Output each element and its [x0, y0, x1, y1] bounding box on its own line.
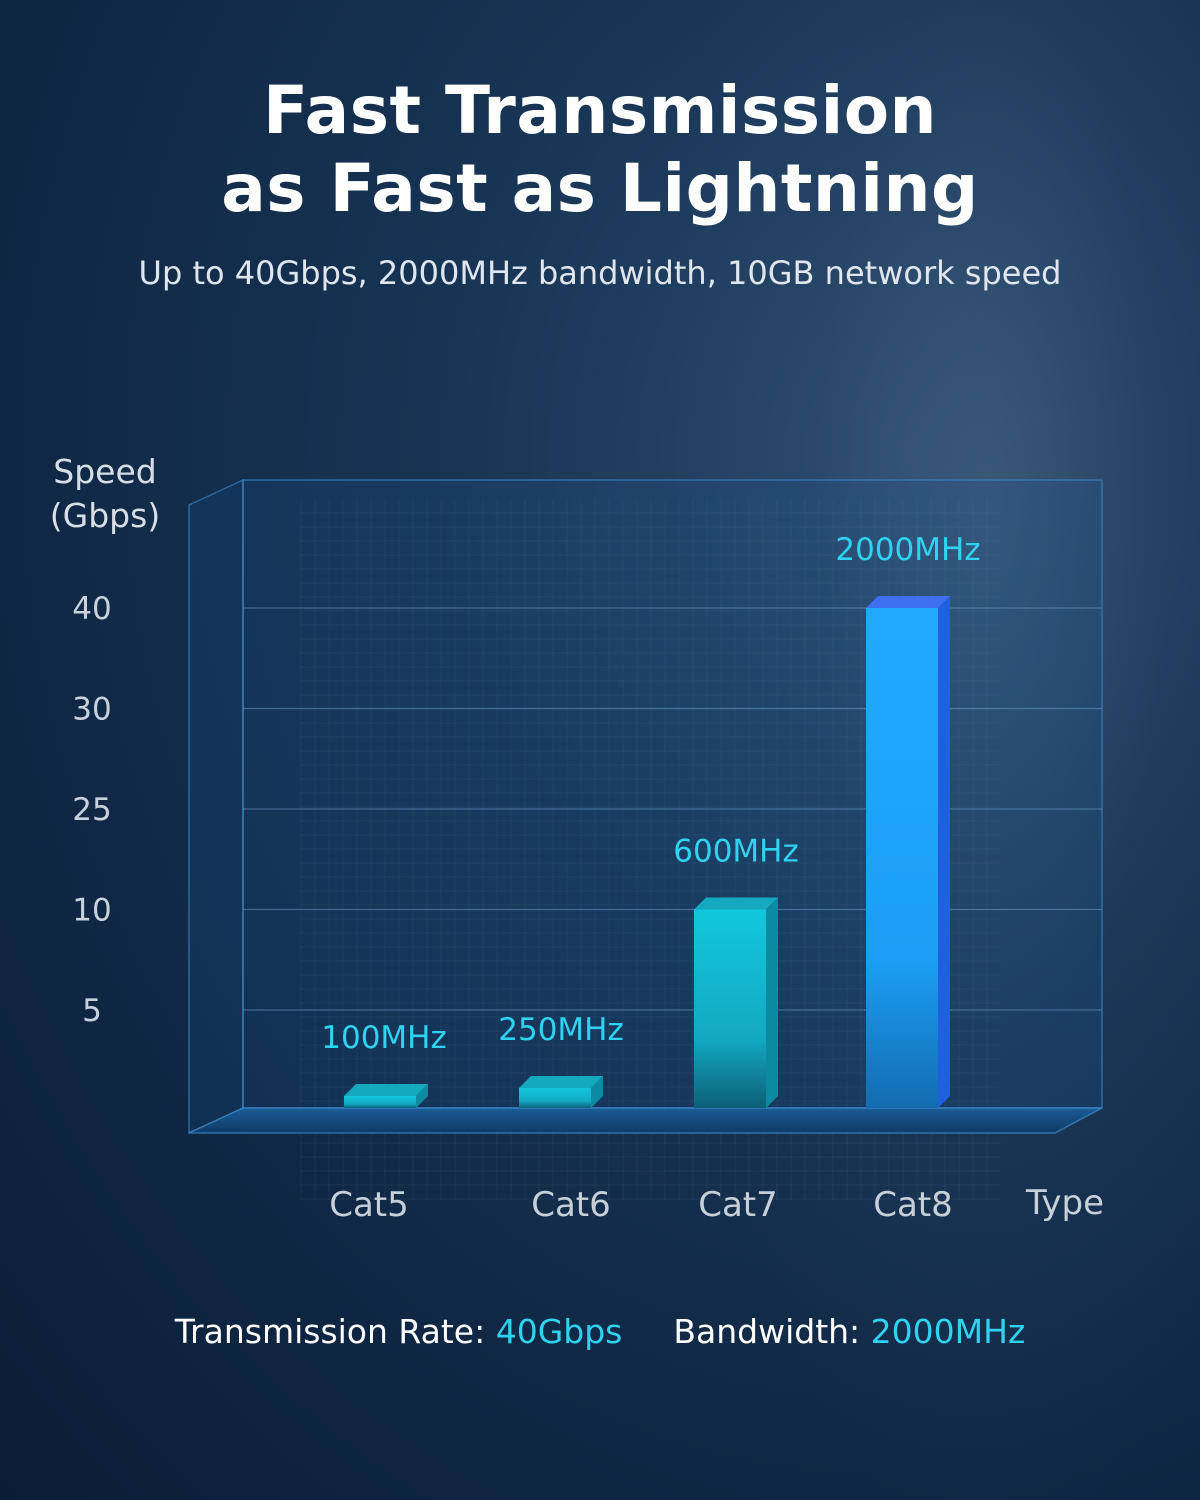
y-tick-label: 5: [82, 993, 102, 1029]
x-axis-label: Type: [1025, 1183, 1104, 1223]
y-axis-label-line-2: (Gbps): [49, 496, 161, 535]
chart-gridlines: [243, 607, 1102, 1011]
spec-summary: Transmission Rate: 40Gbps Bandwidth: 200…: [0, 1312, 1200, 1351]
y-tick-label: 10: [72, 893, 111, 929]
chart-back-wall: [242, 479, 1103, 1109]
bandwidth-label: Bandwidth:: [673, 1312, 861, 1351]
y-axis-label-line-1: Speed: [53, 452, 157, 491]
bar-cat6: [519, 1076, 603, 1108]
headline-line-1: Fast Transmission: [262, 72, 938, 149]
x-category-label: Cat8: [873, 1185, 953, 1225]
bar-cat7: [694, 897, 778, 1108]
bar-side: [766, 897, 778, 1108]
bar-top: [694, 897, 778, 910]
bar-front: [866, 608, 938, 1108]
y-axis-label: Speed (Gbps): [40, 450, 170, 538]
x-category-label: Cat6: [531, 1185, 611, 1225]
bar-front: [694, 909, 766, 1108]
chart-floor: [188, 1107, 1103, 1134]
bar-front: [344, 1096, 416, 1108]
bar-top: [866, 596, 950, 608]
bar-side: [938, 596, 950, 1108]
bar-side: [416, 1084, 428, 1108]
bar-value-label: 250MHz: [498, 1012, 624, 1048]
y-tick-label: 40: [72, 591, 111, 627]
bar-side: [591, 1076, 603, 1108]
subtitle: Up to 40Gbps, 2000MHz bandwidth, 10GB ne…: [138, 254, 1062, 292]
chart-bars: [344, 596, 950, 1108]
transmission-rate-value: 40Gbps: [495, 1312, 623, 1351]
headline: Fast Transmission as Fast as Lightning: [0, 72, 1200, 228]
headline-line-2: as Fast as Lightning: [221, 150, 979, 227]
bar-front: [519, 1088, 591, 1108]
bandwidth-value: 2000MHz: [870, 1312, 1026, 1351]
bar-cat8: [866, 596, 950, 1108]
x-category-label: Cat5: [329, 1185, 409, 1225]
y-tick-labels: 40 30 25 10 5: [72, 591, 111, 1029]
bar-value-labels: 100MHz 250MHz 600MHz 2000MHz: [321, 532, 980, 1056]
bar-top: [344, 1084, 428, 1096]
bar-cat5: [344, 1084, 428, 1108]
y-tick-label: 25: [72, 792, 111, 828]
bar-top: [519, 1076, 603, 1088]
bar-value-label: 2000MHz: [835, 532, 980, 568]
speed-bar-chart: 40 30 25 10 5 100MHz 250MHz 600MHz 2000MHz Cat5…: [72, 478, 1104, 1225]
y-tick-label: 30: [72, 692, 111, 728]
x-category-labels: Cat5 Cat6 Cat7 Cat8 Type: [329, 1183, 1104, 1225]
chart-side-wall: [188, 478, 244, 1135]
bar-value-label: 100MHz: [321, 1020, 447, 1056]
x-category-label: Cat7: [698, 1185, 778, 1225]
bar-value-label: 600MHz: [673, 834, 799, 870]
transmission-rate-label: Transmission Rate:: [174, 1312, 486, 1351]
